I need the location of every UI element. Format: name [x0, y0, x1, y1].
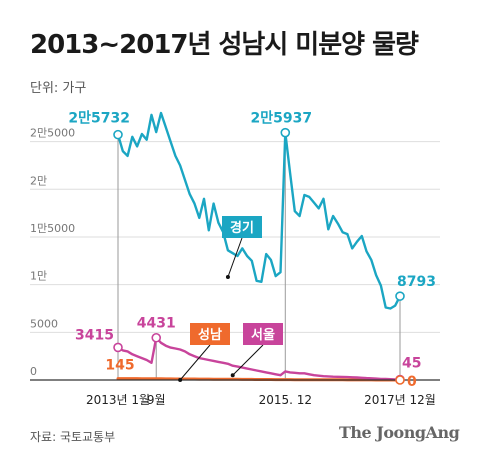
series-label-text: 성남	[198, 327, 222, 343]
x-tick-label: 2013년 1월	[86, 393, 150, 407]
y-axis-ticks: 0 5000 1만 1만5000 2만 2만5000	[30, 127, 75, 378]
y-tick-label: 0	[30, 365, 37, 378]
y-tick-label: 2만	[30, 174, 47, 187]
annotations: 2만5732 2만5937 8793 3415 4431 45 145 0	[68, 111, 436, 390]
annotation-guides	[117, 132, 401, 380]
series-label-text: 경기	[230, 220, 254, 236]
data-marker	[280, 127, 291, 138]
data-label: 3415	[75, 327, 114, 343]
y-tick-label: 1만5000	[30, 222, 75, 235]
series-label-box	[190, 323, 230, 345]
label-leader-dot	[225, 275, 230, 280]
label-leader-dot	[230, 373, 235, 378]
label-leader	[227, 237, 243, 278]
chart-title: 2013~2017년 성남시 미분양 물량	[30, 30, 419, 60]
data-label: 2만5937	[250, 111, 312, 127]
y-tick-label: 5000	[30, 317, 58, 330]
source-note: 자료: 국토교통부	[30, 430, 116, 444]
y-tick-label: 1만	[30, 270, 47, 283]
data-label: 45	[402, 356, 421, 372]
x-tick-label: 9월	[147, 393, 166, 407]
markers	[113, 127, 405, 385]
x-tick-label: 2015. 12	[259, 393, 312, 407]
data-label: 2만5732	[68, 111, 130, 127]
unit-label: 단위: 가구	[30, 81, 87, 96]
series-label-text: 서울	[251, 327, 275, 343]
data-label: 8793	[397, 274, 436, 290]
y-tick-label: 2만5000	[30, 127, 75, 140]
series-label-box	[243, 323, 283, 345]
series-line-경기	[116, 111, 402, 310]
data-marker	[395, 375, 405, 385]
series-label-box	[222, 216, 262, 238]
x-tick-label: 2017년 12월	[364, 393, 436, 407]
data-marker	[151, 332, 162, 343]
series-line-서울	[116, 336, 402, 381]
label-leader	[232, 344, 264, 376]
label-leader-dot	[178, 378, 183, 382]
data-marker	[113, 129, 123, 140]
data-label: 145	[105, 358, 134, 374]
data-label: 4431	[137, 316, 176, 332]
data-marker	[395, 291, 405, 301]
brand-logo: The JoongAng	[339, 423, 460, 442]
data-marker	[113, 342, 123, 353]
label-leader	[179, 344, 211, 381]
data-label: 0	[407, 374, 417, 390]
grid-layer	[30, 141, 440, 333]
